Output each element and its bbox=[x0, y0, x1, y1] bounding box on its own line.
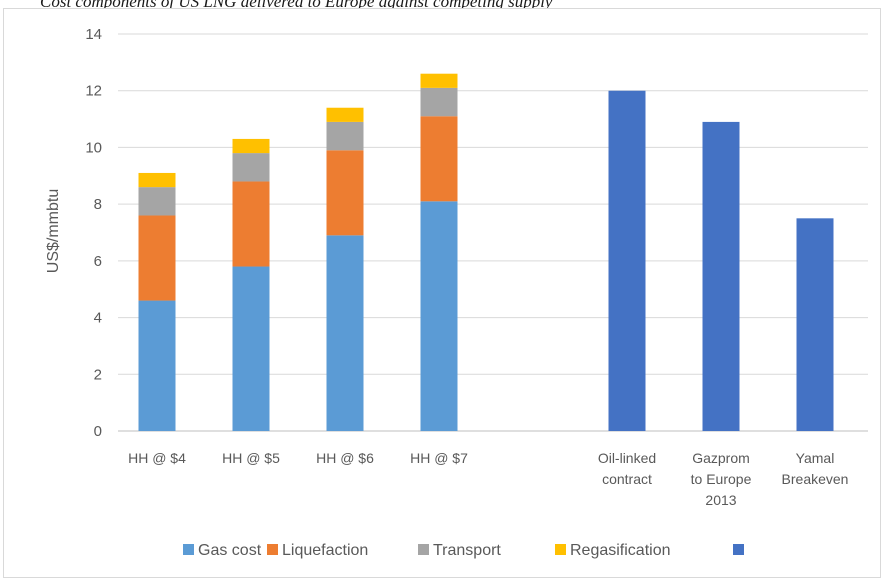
bar-segment bbox=[138, 300, 176, 431]
y-axis-ticks: 0 2 4 6 8 10 12 14 bbox=[85, 26, 102, 440]
bar-segment bbox=[420, 87, 458, 117]
x-category-label: Yamal bbox=[796, 450, 835, 466]
x-category-label: Breakeven bbox=[782, 471, 849, 487]
bar-segment bbox=[326, 150, 364, 236]
y-tick-label: 14 bbox=[85, 26, 102, 43]
bar-segment bbox=[420, 201, 458, 431]
x-category-label: HH @ $5 bbox=[222, 450, 280, 466]
x-axis-labels: HH @ $4 HH @ $5 HH @ $6 HH @ $7 Oil-linked co… bbox=[128, 450, 848, 508]
bar-segment bbox=[232, 138, 270, 154]
bar-segment bbox=[420, 116, 458, 202]
x-category-label: 2013 bbox=[705, 492, 736, 508]
x-category-label: Oil-linked bbox=[598, 450, 656, 466]
bar-segment bbox=[232, 266, 270, 431]
bars bbox=[138, 73, 834, 432]
gridlines bbox=[118, 33, 868, 432]
y-tick-label: 2 bbox=[94, 366, 102, 383]
bar-segment bbox=[796, 218, 834, 431]
bar-segment bbox=[138, 187, 176, 216]
x-category-label: HH @ $6 bbox=[316, 450, 374, 466]
x-category-label: contract bbox=[602, 471, 652, 487]
x-category-label: HH @ $7 bbox=[410, 450, 468, 466]
legend: Gas cost Liquefaction Transport Regasificat… bbox=[183, 542, 744, 559]
y-tick-label: 4 bbox=[94, 310, 102, 327]
bar-segment bbox=[138, 172, 176, 188]
legend-swatch bbox=[418, 544, 429, 555]
legend-swatch bbox=[267, 544, 278, 555]
legend-label: Transport bbox=[433, 542, 501, 559]
bar-segment bbox=[326, 235, 364, 431]
legend-swatch bbox=[183, 544, 194, 555]
bar-segment bbox=[326, 107, 364, 122]
bar-segment bbox=[232, 153, 270, 182]
legend-swatch bbox=[733, 544, 744, 555]
bar-segment bbox=[138, 215, 176, 301]
legend-swatch bbox=[555, 544, 566, 555]
bar-segment bbox=[326, 121, 364, 151]
bar-segment bbox=[702, 121, 740, 432]
y-tick-label: 10 bbox=[85, 139, 102, 156]
legend-label: Regasification bbox=[570, 542, 671, 559]
y-axis-title: US$/mmbtu bbox=[45, 189, 62, 273]
chart-caption: Cost components of US LNG delivered to E… bbox=[40, 0, 553, 11]
bar-segment bbox=[420, 73, 458, 88]
y-tick-label: 8 bbox=[94, 196, 102, 213]
x-category-label: Gazprom bbox=[692, 450, 750, 466]
x-category-label: HH @ $4 bbox=[128, 450, 186, 466]
y-tick-label: 12 bbox=[85, 83, 102, 100]
legend-label: Liquefaction bbox=[282, 542, 368, 559]
y-tick-label: 0 bbox=[94, 423, 102, 440]
legend-label: Gas cost bbox=[198, 542, 262, 559]
x-category-label: to Europe bbox=[691, 471, 752, 487]
bar-segment bbox=[232, 181, 270, 267]
y-tick-label: 6 bbox=[94, 253, 102, 270]
bar-segment bbox=[608, 90, 646, 431]
